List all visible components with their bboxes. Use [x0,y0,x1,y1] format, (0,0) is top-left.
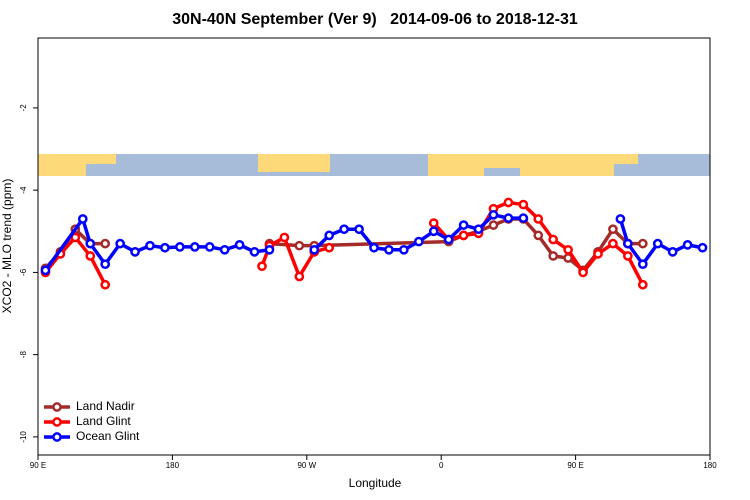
data-point [40,265,51,276]
y-axis-label: XCO2 - MLO trend (ppm) [0,179,14,314]
data-point [503,213,514,223]
data-point [458,220,469,230]
data-point [77,214,88,224]
data-point [637,238,648,249]
x-axis-label: Longitude [349,476,402,490]
data-point [697,242,708,253]
chart-title: 30N-40N September (Ver 9) 2014-09-06 to … [172,11,578,28]
map-band [38,154,710,176]
data-point [637,279,648,290]
data-point [85,251,96,261]
data-point [324,230,335,241]
data-point [608,224,618,235]
y-tick-label: -2 [19,104,28,112]
data-point [608,238,618,249]
data-point [249,246,260,257]
x-tick-label: 90 E [567,461,583,470]
y-tick-label: -8 [19,351,28,359]
data-point [593,249,603,259]
data-point [279,232,290,243]
data-point [175,242,185,252]
plot-frame [37,37,711,456]
data-point [204,242,215,252]
data-point [623,238,633,249]
data-point [294,271,305,282]
data-point [548,234,559,245]
data-point [503,197,514,208]
data-point [623,251,633,261]
data-point [115,238,125,249]
x-tick-label: 90 E [30,461,46,470]
x-tick-label: 90 W [297,461,316,470]
y-tick-label: -4 [19,186,28,194]
data-point [145,240,155,251]
data-point [189,242,200,252]
legend-marker [52,402,62,412]
data-point [428,226,439,237]
legend-label: Land Glint [76,414,131,428]
data-point [399,244,409,255]
data-point [652,238,663,249]
legend-label: Land Nadir [76,399,135,413]
data-point [324,242,335,253]
data-point [488,209,499,220]
data-point [354,224,364,235]
legend-label: Ocean Glint [76,429,140,443]
data-point [518,213,529,223]
data-point [533,230,544,241]
data-point [85,238,96,249]
data-point [443,234,454,245]
x-tick-label: 180 [703,461,717,470]
legend-marker [52,417,62,427]
data-point [384,244,394,255]
data-point [533,214,544,224]
data-point [413,236,424,247]
data-point [130,246,140,257]
data-point [257,261,267,272]
data-point [578,267,588,278]
x-tick-label: 0 [439,461,444,470]
data-point [160,242,170,253]
data-point [294,240,305,251]
data-point [518,199,529,210]
data-point [100,259,111,270]
data-point [234,240,245,250]
y-tick-label: -10 [19,431,28,443]
data-point [70,232,81,243]
data-point [219,244,230,255]
data-point [473,224,484,235]
data-point [309,244,320,255]
data-point [682,240,693,250]
data-point [548,251,559,261]
data-point [637,259,648,270]
x-tick-label: 180 [166,461,180,470]
data-point [428,218,439,228]
data-point [264,244,275,255]
data-point [563,244,573,255]
data-point [488,220,499,230]
data-point [369,242,379,253]
data-point [100,238,111,249]
y-tick-label: -6 [19,268,28,276]
data-point [615,214,626,224]
data-point [458,230,469,241]
data-point [100,279,111,290]
data-point [667,246,678,257]
data-point [339,224,349,235]
legend-marker [52,432,62,442]
